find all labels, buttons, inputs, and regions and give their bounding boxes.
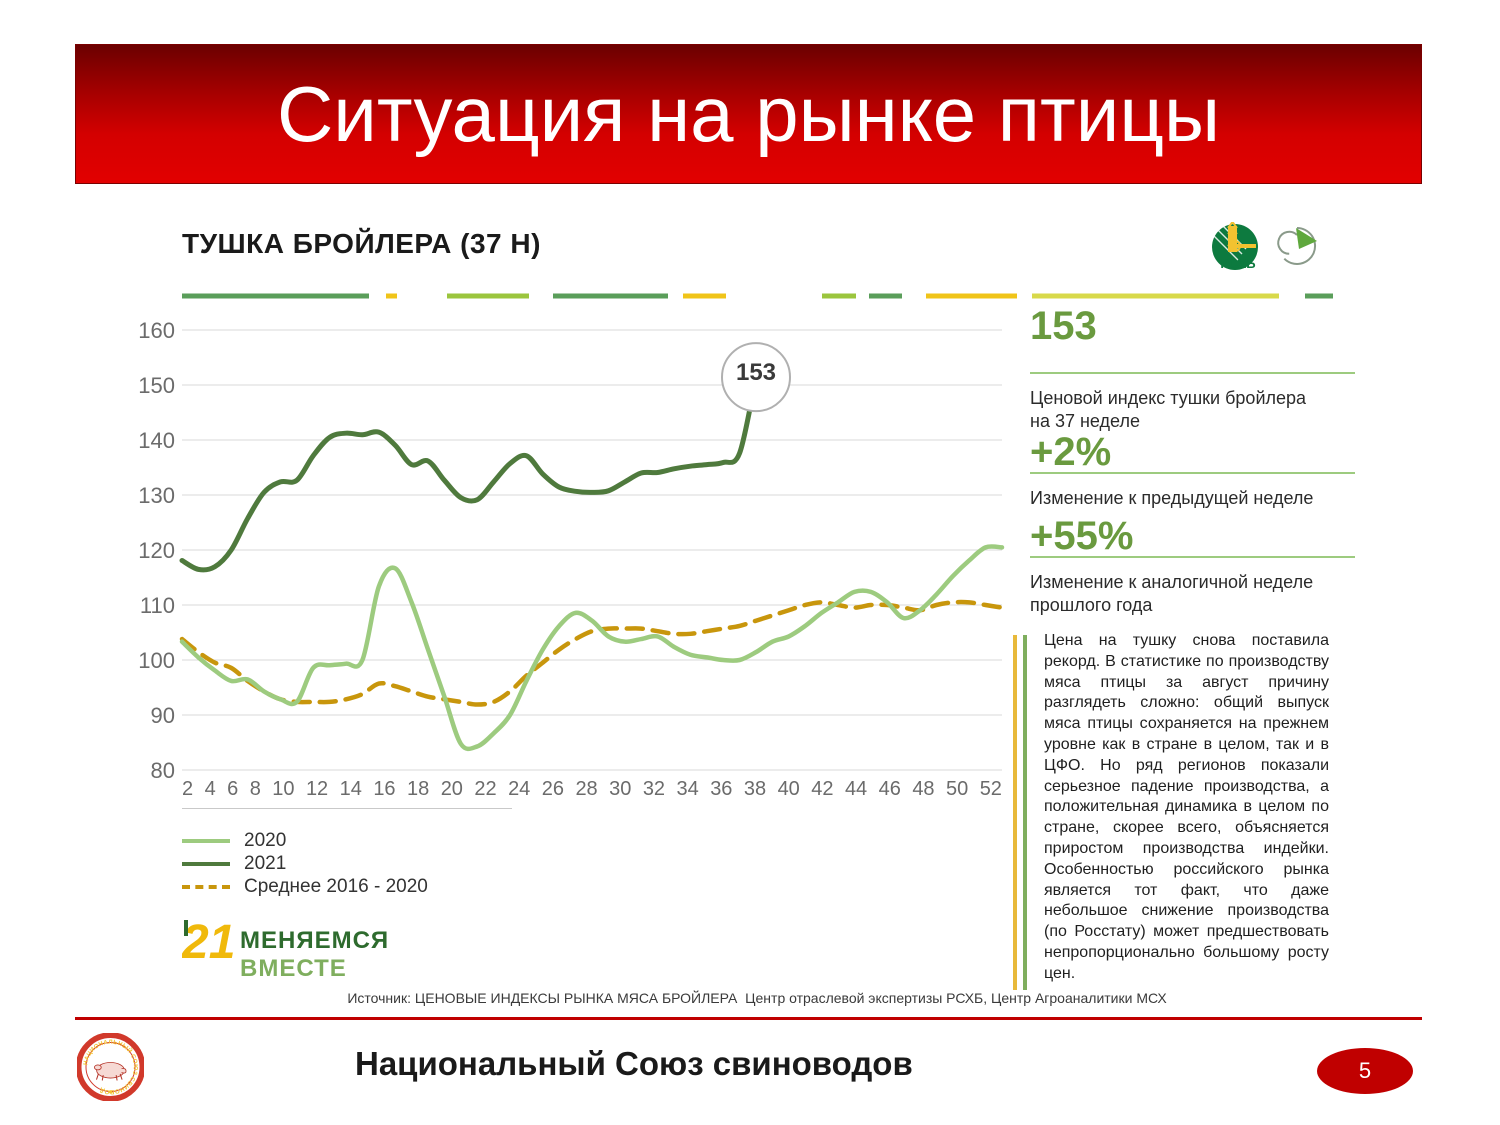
- svg-text:ВМЕСТЕ: ВМЕСТЕ: [240, 955, 347, 982]
- svg-text:МЕНЯЕМСЯ: МЕНЯЕМСЯ: [240, 927, 389, 954]
- svg-text:РСХБ: РСХБ: [1220, 256, 1255, 271]
- svg-text:21: 21: [182, 918, 235, 969]
